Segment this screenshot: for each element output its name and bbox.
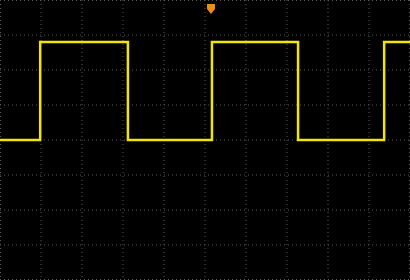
page: {"chart_data": {"type": "line", "x": [0,… [0, 0, 410, 280]
scope-screen [0, 0, 410, 280]
trigger-marker [207, 4, 215, 14]
